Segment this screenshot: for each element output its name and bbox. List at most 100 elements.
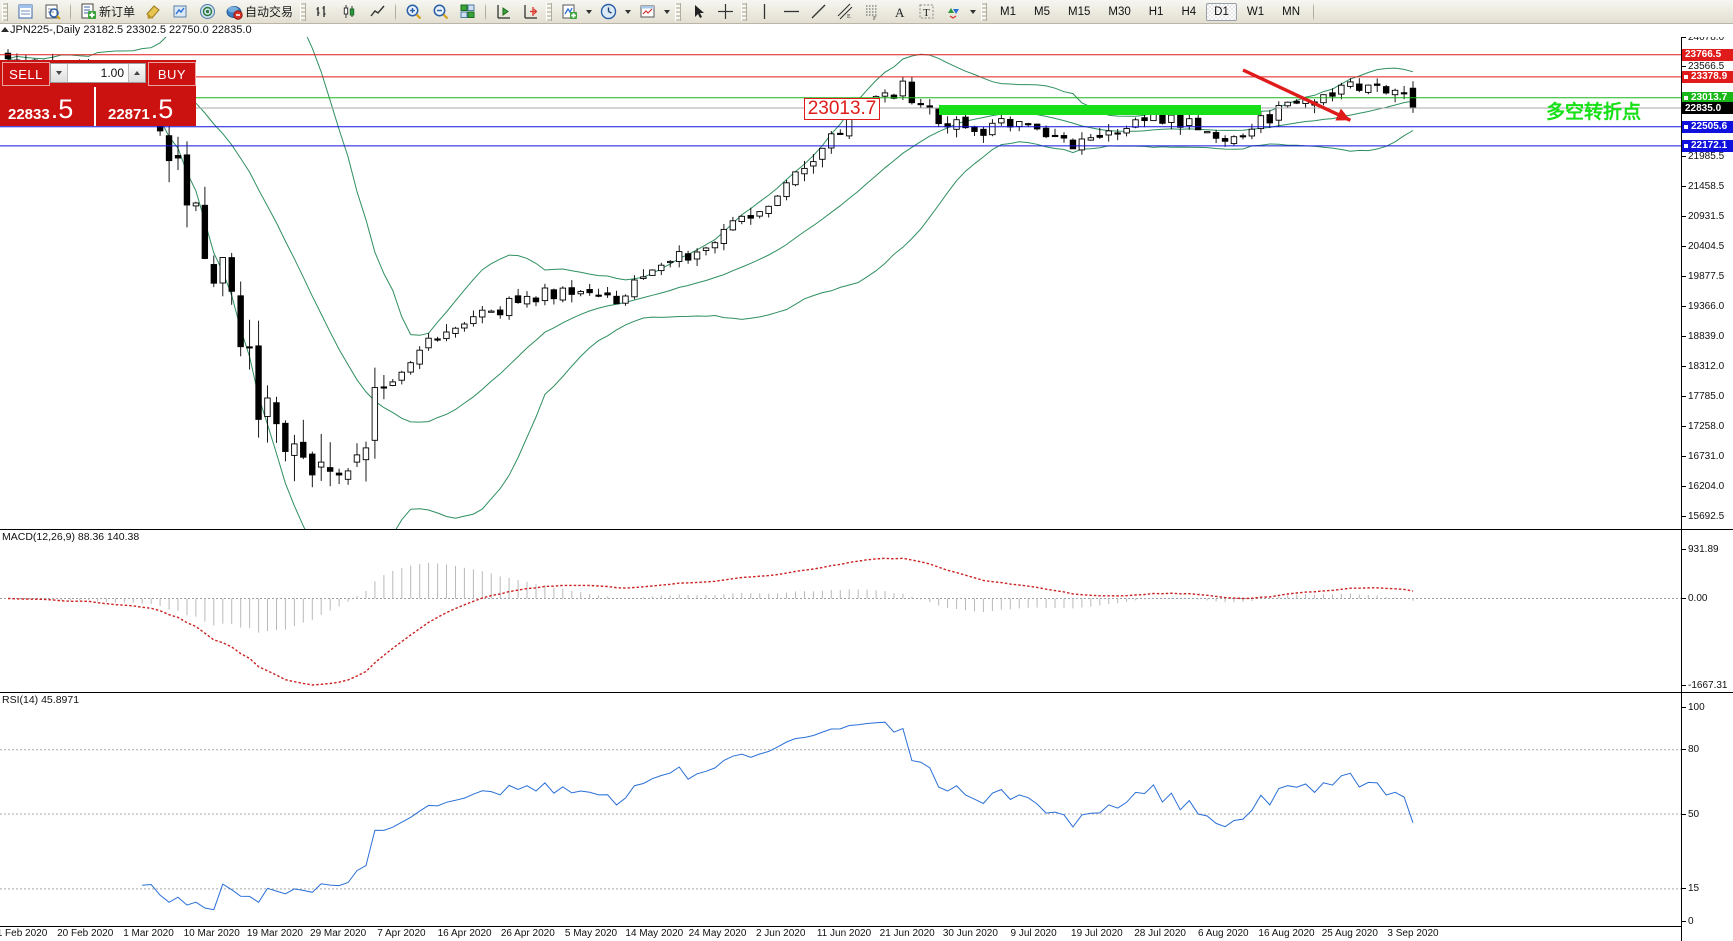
volume-increment-button[interactable]: [128, 64, 145, 82]
cursor-tool-icon[interactable]: [686, 0, 711, 24]
timeframe-m30-button[interactable]: M30: [1108, 5, 1131, 18]
templates-icon[interactable]: [635, 0, 660, 24]
price-tag[interactable]: 22835.0: [1682, 102, 1733, 114]
zoom-in-icon: [405, 3, 422, 20]
tick-dash: [1682, 486, 1686, 488]
trendline-tool-icon[interactable]: [806, 0, 831, 24]
toolbar-grip[interactable]: [2, 2, 8, 21]
new-order-button[interactable]: 新订单: [76, 0, 139, 24]
price-tag[interactable]: 22505.6: [1682, 120, 1733, 133]
toolbar-grip[interactable]: [981, 2, 988, 21]
price-tag-label: 22172.1: [1691, 140, 1728, 152]
tile-windows-icon[interactable]: [455, 0, 480, 24]
line-chart-icon[interactable]: [365, 0, 390, 24]
toolbar-grip[interactable]: [546, 2, 553, 21]
timeframe-h1-button[interactable]: H1: [1148, 5, 1164, 18]
bar-chart-icon[interactable]: [311, 0, 336, 24]
horizontal-line-tool-icon[interactable]: [779, 0, 804, 24]
timeframe-h4-button[interactable]: H4: [1181, 5, 1197, 18]
price-tag[interactable]: 23013.7: [1682, 91, 1733, 104]
price-annotation-box[interactable]: 23013.7: [803, 97, 881, 120]
arrows-tool-icon[interactable]: [941, 0, 966, 24]
turning-point-annotation[interactable]: 多空转折点: [1546, 100, 1642, 123]
price-tick-label: 23566.5: [1688, 60, 1725, 72]
green-highlight-bar[interactable]: [938, 104, 1261, 115]
text-label-tool-icon[interactable]: T: [914, 0, 939, 24]
toolbar-grip[interactable]: [300, 2, 307, 21]
timeframe-m1-button[interactable]: M1: [1000, 5, 1017, 18]
svg-text:E: E: [847, 14, 851, 20]
zoom-in-icon[interactable]: [401, 0, 426, 24]
vertical-line-tool-icon[interactable]: [752, 0, 777, 24]
timeframe-mn-button[interactable]: MN: [1282, 5, 1300, 18]
price-tag[interactable]: 22172.1: [1682, 139, 1733, 152]
autotrading-button[interactable]: 自动交易: [222, 0, 297, 24]
buy-price[interactable]: 22871.5: [100, 87, 196, 126]
chevron-down-icon[interactable]: [625, 9, 632, 14]
fibonacci-tool-icon[interactable]: F: [860, 0, 885, 24]
templates-icon: [639, 3, 656, 20]
date-axis-label: 10 Mar 2020: [183, 928, 240, 939]
sell-button[interactable]: SELL: [2, 62, 50, 86]
rsi-tick: 15: [1682, 883, 1733, 894]
equidistant-channel-tool-icon[interactable]: E: [833, 0, 858, 24]
sell-price[interactable]: 22833.5: [0, 87, 96, 126]
timeframe-d1-button[interactable]: D1: [1206, 2, 1237, 21]
timeframe-m15-button[interactable]: M15: [1068, 5, 1091, 18]
price-tag-label: 23378.9: [1691, 71, 1728, 83]
chart-collapse-icon[interactable]: [1, 27, 9, 32]
macd-axis[interactable]: 931.89 0.00 -1667.31: [1681, 530, 1733, 692]
date-axis-label: 1 Feb 2020: [0, 928, 48, 939]
buy-button[interactable]: BUY: [148, 62, 196, 86]
rsi-plot[interactable]: [0, 693, 1681, 941]
date-axis-label: 9 Jul 2020: [1010, 928, 1057, 939]
svg-text:T: T: [923, 7, 930, 19]
indicators-icon[interactable]: [557, 0, 582, 24]
timeframe-m5-button[interactable]: M5: [1034, 5, 1050, 18]
price-tag[interactable]: 23766.5: [1682, 48, 1733, 61]
macd-tick-label: 931.89: [1688, 544, 1719, 556]
signals-icon[interactable]: [195, 0, 220, 24]
data-window-icon[interactable]: [40, 0, 65, 24]
hline-icon: [783, 3, 800, 20]
date-axis-label: 11 Jun 2020: [816, 928, 872, 939]
volume-input[interactable]: 1.00: [50, 63, 146, 83]
one-click-trading-panel[interactable]: SELL 1.00 BUY 22833.5 22871.5: [0, 60, 196, 126]
zoom-out-icon[interactable]: [428, 0, 453, 24]
chevron-down-icon[interactable]: [586, 9, 593, 14]
toolbar-grip[interactable]: [675, 2, 682, 21]
buy-button-label: BUY: [157, 66, 187, 82]
rsi-axis[interactable]: 100 80 50 15 0: [1681, 693, 1733, 941]
metaeditor-icon[interactable]: [141, 0, 166, 24]
chevron-down-icon[interactable]: [664, 9, 671, 14]
periods-icon[interactable]: [596, 0, 621, 24]
crosshair-tool-icon[interactable]: [713, 0, 738, 24]
terminal-icon[interactable]: [13, 0, 38, 24]
chevron-down-icon: [56, 71, 62, 75]
expert-advisors-icon[interactable]: [168, 0, 193, 24]
macd-chart-svg: [0, 557, 1681, 686]
price-line-handle-icon[interactable]: [1683, 94, 1689, 101]
chevron-down-icon[interactable]: [970, 9, 977, 14]
price-tag[interactable]: 23378.9: [1682, 70, 1733, 83]
price-line-handle-icon[interactable]: [1683, 73, 1689, 80]
text-tool-icon[interactable]: A: [887, 0, 912, 24]
auto-scroll-icon[interactable]: [491, 0, 516, 24]
text-t-icon: T: [918, 3, 935, 20]
macd-pane[interactable]: MACD(12,26,9) 88.36 140.38 931.89 0.00 -16…: [0, 529, 1733, 692]
indicators-icon: [561, 3, 578, 20]
macd-plot[interactable]: [0, 530, 1681, 692]
volume-decrement-button[interactable]: [51, 64, 68, 82]
price-axis[interactable]: 24078.0 23566.5 21985.5 21458.5 20931.5 20404…: [1681, 37, 1733, 529]
price-tick-label: 20404.5: [1688, 241, 1725, 253]
chart-shift-icon[interactable]: [518, 0, 543, 24]
candlestick-chart-icon[interactable]: [338, 0, 363, 24]
toolbar-grip[interactable]: [741, 2, 748, 21]
rsi-pane[interactable]: RSI(14) 45.8971 100 80 50 15 0 1 Feb 2020 20 …: [0, 692, 1733, 941]
metaeditor-icon: [145, 3, 162, 20]
price-tick: 20931.5: [1682, 211, 1733, 222]
timeframe-w1-button[interactable]: W1: [1246, 5, 1265, 18]
price-line-handle-icon[interactable]: [1683, 123, 1689, 130]
sell-price-minor: .5: [50, 94, 74, 124]
price-line-handle-icon[interactable]: [1683, 142, 1689, 149]
